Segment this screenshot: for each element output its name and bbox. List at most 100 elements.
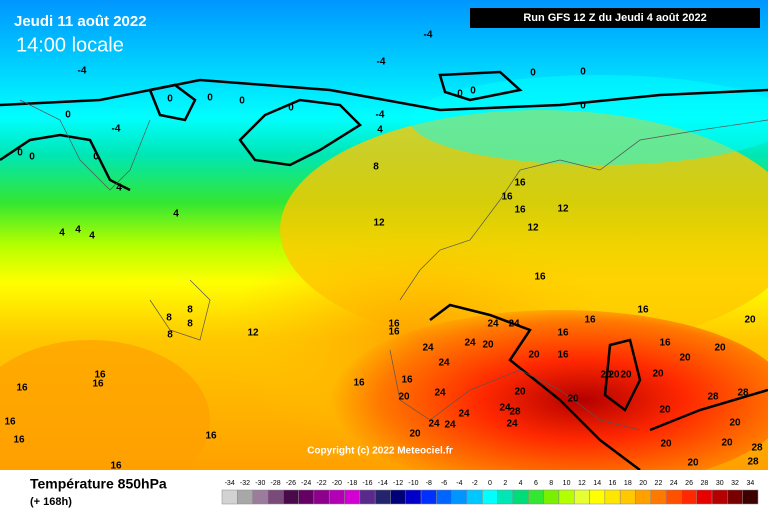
scale-swatch: [436, 489, 452, 505]
contour-label: 20: [721, 438, 733, 449]
contour-label: 12: [247, 328, 259, 339]
contour-label: 8: [187, 319, 193, 330]
scale-label: -24: [301, 480, 311, 487]
scale-swatch: [528, 489, 544, 505]
lead-time: (+ 168h): [30, 496, 72, 508]
contour-label: 16: [401, 375, 413, 386]
contour-label: 28: [751, 443, 763, 454]
contour-label: 16: [16, 383, 28, 394]
contour-label: 20: [652, 369, 664, 380]
scale-label: 10: [563, 480, 571, 487]
contour-label: 0: [17, 148, 23, 159]
color-scale: -34 -32 -30 -28 -26 -24 -22 -20 -18 -16 -14 -12 -10-…: [221, 480, 759, 505]
scale-label: -12: [393, 480, 403, 487]
scale-label: -30: [255, 480, 265, 487]
contour-label: 4: [75, 225, 81, 236]
contour-label: 0: [239, 96, 245, 107]
scale-swatch: [344, 489, 361, 505]
copyright: Copyright (c) 2022 Meteociel.fr: [307, 446, 453, 457]
contour-label: 0: [288, 103, 294, 114]
contour-label: 4: [116, 183, 122, 194]
contour-label: -4: [377, 57, 386, 68]
forecast-time: 14:00 locale: [16, 34, 124, 56]
contour-label: 16: [353, 378, 365, 389]
scale-label: 16: [609, 480, 617, 487]
contour-label: 24: [422, 343, 434, 354]
contour-label: 8: [166, 313, 172, 324]
contour-label: 20: [514, 387, 526, 398]
scale-label: -26: [286, 480, 296, 487]
contour-label: 20: [482, 340, 494, 351]
scale-swatch: [681, 489, 697, 505]
scale-swatch: [252, 489, 269, 505]
scale-swatch: [359, 489, 376, 505]
scale-label: 0: [488, 480, 492, 487]
contour-label: 20: [679, 353, 691, 364]
contour-label: 24: [458, 409, 470, 420]
contour-label: -4: [78, 66, 87, 77]
scale-label: 8: [549, 480, 553, 487]
scale-label: 24: [670, 480, 678, 487]
contour-label: 28: [707, 392, 719, 403]
hot-zone: [330, 310, 768, 490]
contour-label: 24: [487, 319, 499, 330]
scale-swatch: [405, 489, 422, 505]
contour-label: 0: [207, 93, 213, 104]
scale-swatch: [742, 489, 759, 505]
contour-label: 28: [747, 457, 759, 468]
warm-zone: [0, 340, 210, 500]
contour-label: 16: [557, 350, 569, 361]
contour-label: 16: [514, 205, 526, 216]
contour-label: 24: [499, 403, 511, 414]
scale-swatch: [589, 489, 606, 505]
contour-label: 24: [428, 419, 440, 430]
scale-swatch: [696, 489, 713, 505]
contour-label: 12: [557, 204, 569, 215]
contour-label: 16: [110, 461, 122, 472]
contour-label: 20: [620, 370, 632, 381]
scale-label: -22: [316, 480, 326, 487]
contour-label: 0: [167, 94, 173, 105]
scale-label: 14: [593, 480, 601, 487]
scale-swatch: [466, 489, 483, 505]
contour-label: 0: [457, 89, 463, 100]
contour-label: 20: [398, 392, 410, 403]
scale-swatch: [313, 489, 330, 505]
contour-label: 24: [434, 388, 446, 399]
contour-label: 20: [687, 458, 699, 469]
scale-label: -14: [378, 480, 388, 487]
scale-swatch: [635, 489, 652, 505]
contour-label: 24: [444, 420, 456, 431]
contour-label: -4: [424, 30, 433, 41]
scale-label: 32: [731, 480, 739, 487]
contour-label: 16: [534, 272, 546, 283]
contour-label: 0: [29, 152, 35, 163]
contour-label: 8: [167, 330, 173, 341]
scale-label: 18: [624, 480, 632, 487]
contour-label: 16: [13, 435, 25, 446]
contour-label: 16: [637, 305, 649, 316]
scale-swatch: [420, 489, 437, 505]
contour-label: 16: [584, 315, 596, 326]
scale-label: 30: [716, 480, 724, 487]
scale-swatch: [604, 489, 621, 505]
contour-label: 0: [93, 152, 99, 163]
scale-label: 4: [519, 480, 523, 487]
scale-swatch: [619, 489, 636, 505]
contour-label: 4: [59, 228, 65, 239]
contour-label: 8: [373, 162, 379, 173]
scale-label: 28: [701, 480, 709, 487]
contour-label: 0: [470, 86, 476, 97]
contour-label: 16: [4, 417, 16, 428]
contour-label: 24: [508, 319, 520, 330]
contour-label: 24: [464, 338, 476, 349]
contour-label: 16: [92, 379, 104, 390]
scale-swatch: [237, 489, 253, 505]
contour-label: 24: [438, 358, 450, 369]
contour-label: 20: [528, 350, 540, 361]
scale-swatch: [665, 489, 682, 505]
scale-swatch: [221, 489, 238, 505]
scale-swatch: [727, 489, 743, 505]
run-info: Run GFS 12 Z du Jeudi 4 août 2022: [523, 12, 706, 24]
